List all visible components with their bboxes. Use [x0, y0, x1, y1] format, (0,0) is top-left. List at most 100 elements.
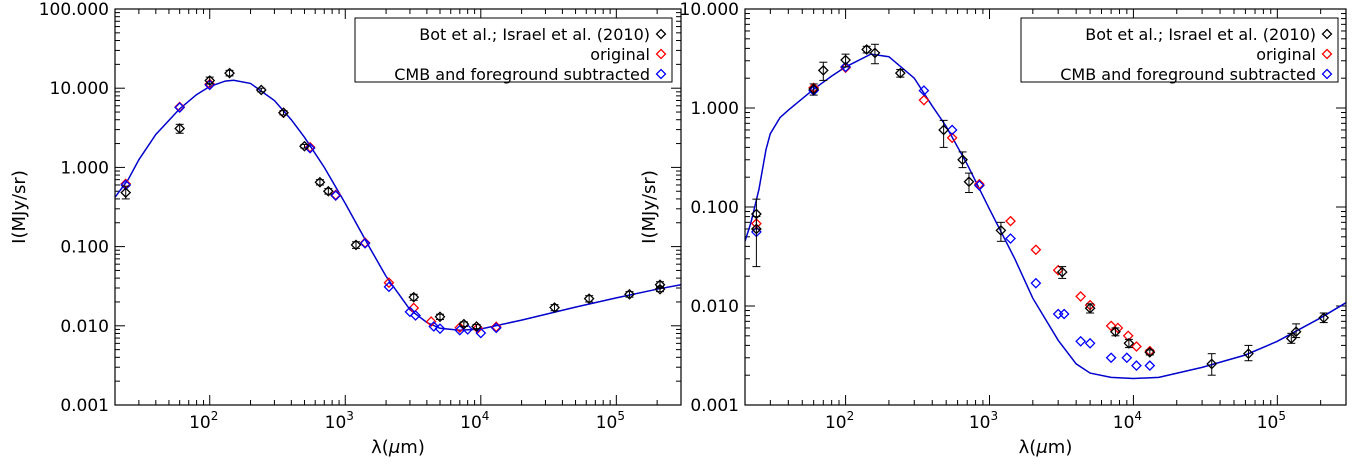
y-tick-label: 0.010 [690, 297, 739, 317]
data-point [120, 187, 132, 199]
x-tick-label: 103 [969, 409, 998, 433]
data-point [174, 123, 186, 134]
data-point [654, 283, 666, 295]
legend-marker [1321, 48, 1333, 60]
data-point [330, 190, 342, 202]
data-point [359, 237, 371, 249]
chart-panel-2: 102 103 104 105 0.001 0.010 0.100 1.000 10.000 λ(… [639, 0, 1347, 458]
data-point [471, 321, 482, 332]
data-point [255, 84, 267, 96]
legend-marker [1321, 68, 1333, 80]
data-point [278, 107, 289, 119]
data-point [817, 64, 829, 76]
data-point [957, 154, 969, 166]
data-point [861, 44, 873, 55]
data-point [490, 321, 502, 333]
legend-label: Bot et al.; Israel et al. (2010) [419, 25, 650, 44]
data-point [1084, 337, 1096, 349]
x-tick-label: 104 [1113, 409, 1142, 433]
data-point [1144, 360, 1156, 372]
data-point [946, 132, 958, 144]
data-point [475, 327, 487, 339]
y-tick-label: 1.000 [60, 158, 109, 178]
data-point [938, 124, 950, 136]
y-tick-label: 100.000 [39, 0, 109, 20]
data-point [299, 140, 310, 152]
data-point [434, 323, 446, 335]
data-point [174, 102, 186, 113]
legend-label: CMB and foreground subtracted [394, 65, 650, 84]
data-point [1290, 326, 1302, 338]
data-point [995, 225, 1007, 236]
data-point [869, 47, 881, 59]
data-point [224, 67, 235, 79]
data-point [918, 94, 930, 106]
data-point [458, 318, 470, 330]
data-point [1121, 352, 1133, 364]
data-point [583, 293, 595, 305]
data-point [383, 277, 395, 289]
legend-marker [655, 68, 667, 80]
y-tick-label: 10.000 [50, 79, 109, 99]
model-curve [745, 53, 1346, 380]
x-axis-label: λ(μm) [371, 437, 425, 458]
legend-marker [655, 48, 667, 60]
data-point [963, 176, 975, 188]
data-point [314, 176, 326, 188]
y-tick-label: 10.000 [680, 0, 739, 20]
data-point [1030, 244, 1042, 256]
data-point [304, 141, 316, 153]
data-point [840, 54, 852, 66]
legend-label: CMB and foreground subtracted [1060, 65, 1316, 84]
data-point [973, 180, 985, 191]
y-tick-label: 0.010 [60, 317, 109, 337]
plot-area [745, 43, 1346, 380]
plot-frame [114, 8, 682, 406]
data-point [304, 142, 316, 154]
data-point [1056, 266, 1068, 278]
plot-frame [744, 8, 1347, 406]
data-point [1112, 322, 1124, 334]
data-point [1075, 335, 1087, 347]
legend-label: original [590, 45, 650, 64]
legend-box [1020, 17, 1339, 83]
data-point [404, 306, 416, 318]
legend-label: Bot et al.; Israel et al. (2010) [1085, 25, 1316, 44]
data-point [408, 291, 420, 303]
data-point [1123, 337, 1135, 349]
x-tick-label: 104 [460, 409, 489, 433]
x-tick-label: 103 [325, 409, 354, 433]
data-point [1030, 277, 1042, 289]
data-point [1075, 290, 1087, 302]
x-tick-label: 102 [825, 409, 854, 433]
y-axis-label: I(MJy/sr) [9, 170, 30, 244]
data-point [1131, 360, 1142, 372]
data-point [1318, 312, 1330, 324]
x-axis-label: λ(μm) [1019, 437, 1073, 458]
data-point [1285, 333, 1297, 344]
y-tick-label: 0.001 [60, 396, 109, 416]
data-point [1005, 233, 1016, 244]
legend-box [354, 17, 673, 83]
data-point [894, 67, 906, 79]
data-point [840, 61, 852, 73]
data-point [454, 324, 466, 336]
data-point [428, 321, 440, 332]
data-point [1131, 341, 1142, 352]
data-point [1243, 348, 1254, 360]
legend-marker [655, 28, 667, 40]
y-tick-label: 0.100 [690, 198, 739, 218]
data-point [750, 223, 762, 235]
y-axis-label: I(MJy/sr) [639, 170, 660, 244]
model-curve [115, 79, 681, 331]
data-point [425, 316, 437, 328]
data-point [322, 185, 334, 197]
data-point [549, 302, 560, 313]
y-tick-label: 0.100 [60, 238, 109, 258]
x-tick-label: 105 [596, 409, 625, 433]
legend-marker [1321, 28, 1333, 40]
data-point [946, 124, 958, 136]
data-point [918, 85, 930, 96]
